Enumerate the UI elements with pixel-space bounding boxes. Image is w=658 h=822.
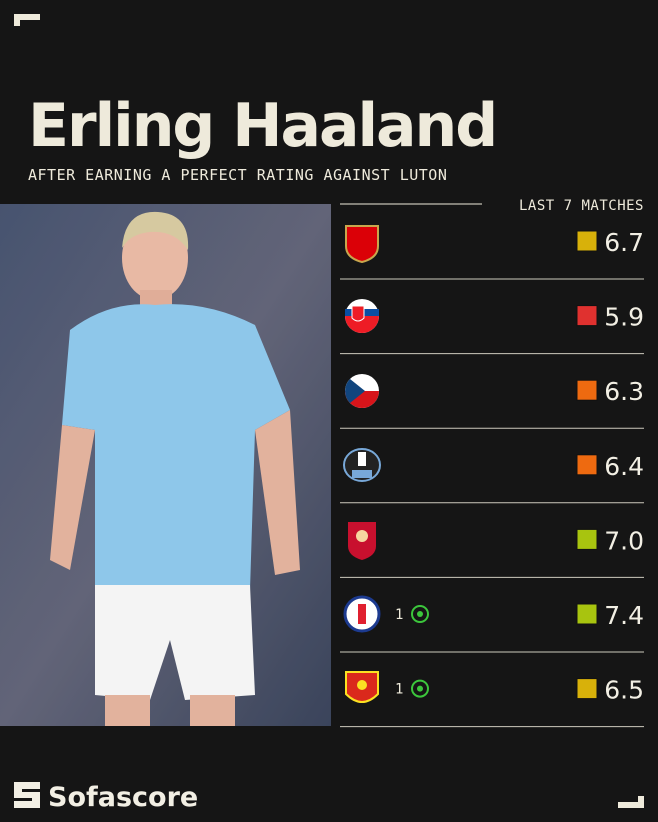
rating-indicator bbox=[576, 528, 598, 550]
crest bbox=[345, 374, 379, 408]
crest bbox=[345, 299, 379, 333]
ball-icon bbox=[411, 605, 429, 623]
title: Erling Haaland bbox=[28, 91, 496, 161]
crest bbox=[348, 522, 376, 560]
rating: 6.3 bbox=[604, 377, 644, 406]
subtitle: AFTER EARNING A PERFECT RATING AGAINST L… bbox=[28, 166, 447, 184]
player-photo bbox=[0, 204, 331, 726]
crest bbox=[343, 595, 381, 633]
brand-logo bbox=[14, 782, 40, 808]
ball-icon bbox=[417, 611, 423, 617]
rating-indicator bbox=[576, 305, 598, 327]
rating: 6.4 bbox=[604, 452, 644, 481]
rating-indicator bbox=[576, 454, 598, 476]
brand-name: Sofascore bbox=[48, 782, 198, 813]
rating: 5.9 bbox=[604, 303, 644, 332]
ball-icon bbox=[417, 685, 423, 692]
crest bbox=[345, 671, 379, 703]
rating-indicator bbox=[576, 678, 598, 700]
corner-mark bbox=[618, 796, 644, 808]
rating: 7.4 bbox=[604, 601, 644, 630]
rating-indicator bbox=[576, 603, 598, 625]
matches-label: LAST 7 MATCHES bbox=[519, 198, 644, 214]
corner-mark bbox=[14, 14, 40, 26]
rating: 6.5 bbox=[604, 676, 644, 705]
rating: 7.0 bbox=[604, 526, 644, 555]
ball-icon bbox=[411, 679, 429, 698]
crest bbox=[345, 225, 379, 264]
rating: 6.7 bbox=[604, 228, 644, 257]
rating-indicator bbox=[576, 379, 598, 401]
goals: 1 bbox=[395, 682, 403, 698]
goals: 1 bbox=[395, 607, 403, 623]
crest bbox=[343, 448, 381, 482]
rating-indicator bbox=[576, 230, 598, 252]
